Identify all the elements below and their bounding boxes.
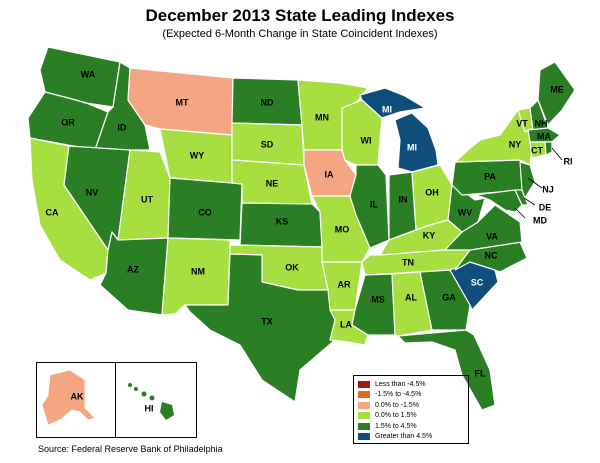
label-WY: WY <box>190 150 205 160</box>
state-AL <box>391 271 433 337</box>
label-NE: NE <box>266 178 279 188</box>
legend-label: 0.0% to 1.5% <box>375 412 417 420</box>
label-LA: LA <box>340 319 352 329</box>
label-MD: MD <box>533 215 547 225</box>
label-NC: NC <box>485 250 498 260</box>
legend-label: Greater than 4.5% <box>375 433 433 441</box>
state-MI <box>394 112 439 173</box>
legend-swatch <box>358 433 370 441</box>
legend: Less than -4.5% -1.5% to -4.5% 0.0% to -… <box>353 375 469 444</box>
state-AK <box>41 369 96 426</box>
label-MA: MA <box>537 131 551 141</box>
label-MI: MI <box>382 104 392 114</box>
label-KS: KS <box>276 216 289 226</box>
label-TX: TX <box>261 316 273 326</box>
legend-item: 0.0% to -1.5% <box>358 400 464 411</box>
label-ME: ME <box>550 84 564 94</box>
label-TN: TN <box>402 257 414 267</box>
state-IL <box>349 164 390 249</box>
label-AK: AK <box>71 391 84 401</box>
legend-item: 0.0% to 1.5% <box>358 411 464 422</box>
label-GA: GA <box>442 292 456 302</box>
state-MI-up <box>359 87 426 119</box>
legend-swatch <box>358 422 370 430</box>
label-KY: KY <box>423 230 436 240</box>
label-VA: VA <box>486 231 498 241</box>
state-DE <box>514 189 529 206</box>
label-MS: MS <box>371 294 385 304</box>
alaska-inset <box>36 362 116 438</box>
legend-swatch <box>358 401 370 409</box>
label-MI: MI <box>407 142 417 152</box>
label-UT: UT <box>141 194 153 204</box>
label-AZ: AZ <box>127 264 139 274</box>
state-GA <box>419 269 471 331</box>
label-WV: WV <box>458 207 473 217</box>
label-NV: NV <box>86 187 99 197</box>
label-SD: SD <box>261 139 274 149</box>
label-WA: WA <box>81 69 96 79</box>
label-MT: MT <box>176 97 189 107</box>
label-HI: HI <box>145 403 154 413</box>
label-DE: DE <box>539 202 552 212</box>
legend-item: 1.5% to 4.5% <box>358 421 464 432</box>
label-leader-lines <box>514 147 563 219</box>
legend-swatch <box>358 380 370 388</box>
state-FL <box>397 329 496 411</box>
map-subtitle: (Expected 6-Month Change in State Coinci… <box>162 28 438 40</box>
legend-item: Greater than 4.5% <box>358 432 464 443</box>
label-PA: PA <box>484 171 496 181</box>
legend-label: Less than -4.5% <box>375 380 426 388</box>
legend-swatch <box>358 412 370 420</box>
legend-item: Less than -4.5% <box>358 379 464 390</box>
legend-item: -1.5% to -4.5% <box>358 390 464 401</box>
label-OK: OK <box>285 262 299 272</box>
label-CT: CT <box>531 145 543 155</box>
label-NM: NM <box>191 266 205 276</box>
state-ME <box>537 61 576 126</box>
label-CO: CO <box>198 207 212 217</box>
label-CA: CA <box>46 207 59 217</box>
map-title: December 2013 State Leading Indexes <box>145 6 455 25</box>
label-NY: NY <box>509 139 522 149</box>
legend-swatch <box>358 391 370 399</box>
label-MO: MO <box>335 224 350 234</box>
label-NH: NH <box>535 118 548 128</box>
label-IN: IN <box>399 194 408 204</box>
label-MN: MN <box>315 112 329 122</box>
label-AR: AR <box>338 279 351 289</box>
legend-label: -1.5% to -4.5% <box>375 391 422 399</box>
label-FL: FL <box>475 368 486 378</box>
state-HI <box>128 383 174 420</box>
state-MA <box>527 127 561 143</box>
label-AL: AL <box>405 292 417 302</box>
label-IA: IA <box>325 169 335 179</box>
source-note: Source: Federal Reserve Bank of Philadel… <box>38 444 223 454</box>
label-VT: VT <box>516 118 528 128</box>
label-ID: ID <box>118 122 128 132</box>
legend-label: 0.0% to -1.5% <box>375 401 419 409</box>
label-ND: ND <box>261 97 274 107</box>
state-RI <box>544 141 553 156</box>
legend-label: 1.5% to 4.5% <box>375 422 417 430</box>
hawaii-inset <box>115 362 197 438</box>
label-OR: OR <box>61 117 75 127</box>
state-TX <box>184 253 341 403</box>
label-RI: RI <box>564 156 573 166</box>
label-IL: IL <box>370 199 379 209</box>
label-OH: OH <box>425 187 439 197</box>
label-NJ: NJ <box>542 184 554 194</box>
label-WI: WI <box>361 135 372 145</box>
label-SC: SC <box>471 277 484 287</box>
